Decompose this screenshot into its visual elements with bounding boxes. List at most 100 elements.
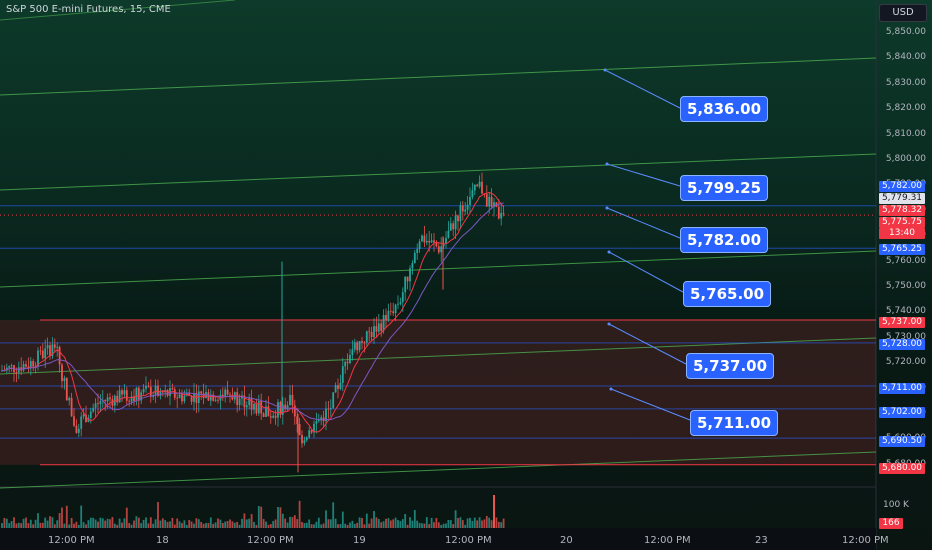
volume-bar xyxy=(361,518,363,528)
callout-5711[interactable]: 5,711.00 xyxy=(690,410,779,436)
volume-bar xyxy=(63,523,66,528)
candle-body xyxy=(63,377,66,382)
volume-bar xyxy=(365,513,368,528)
candle-body xyxy=(46,345,49,349)
volume-bar xyxy=(193,523,195,528)
volume-bar xyxy=(10,521,13,528)
volume-bar xyxy=(1,523,3,528)
volume-bar xyxy=(291,517,294,528)
price-tag-high: 5,779.31 xyxy=(879,193,925,204)
volume-bar xyxy=(166,521,169,528)
volume-bar xyxy=(363,524,366,528)
volume-bar xyxy=(123,518,126,528)
candle-body xyxy=(361,340,363,343)
candle-body xyxy=(392,311,395,314)
candle-body xyxy=(373,326,375,337)
volume-bar xyxy=(502,518,505,528)
candle-body xyxy=(39,350,42,352)
candle-body xyxy=(193,392,195,402)
volume-bar xyxy=(157,502,159,528)
callout-5765[interactable]: 5,765.00 xyxy=(683,281,772,307)
volume-bar xyxy=(20,523,23,528)
volume-bar xyxy=(401,519,404,528)
volume-bar xyxy=(310,524,313,528)
volume-bar xyxy=(97,521,99,528)
volume-bar xyxy=(161,518,164,528)
candle-body xyxy=(368,331,371,333)
candle-body xyxy=(197,391,200,403)
volume-bar xyxy=(454,510,457,528)
candle-body xyxy=(142,388,145,393)
candle-body xyxy=(49,345,51,357)
callout-connector xyxy=(610,388,691,421)
candle-body xyxy=(430,240,433,243)
moving-average-line xyxy=(2,202,504,421)
candle-body xyxy=(411,263,414,269)
candle-body xyxy=(61,364,63,382)
candle-body xyxy=(87,417,90,422)
candle-body xyxy=(109,397,111,400)
volume-bar xyxy=(404,514,407,528)
candle-body xyxy=(428,240,431,243)
volume-bar xyxy=(478,517,481,528)
volume-bar xyxy=(125,507,128,528)
candle-body xyxy=(401,292,404,303)
volume-axis-label: 100 K xyxy=(883,500,909,510)
candle-body xyxy=(89,411,92,418)
candle-body xyxy=(157,385,159,396)
volume-bar xyxy=(380,522,383,528)
candle-body xyxy=(478,181,481,187)
volume-bar xyxy=(423,523,426,528)
candle-body xyxy=(329,408,332,410)
candle-body xyxy=(125,390,128,401)
callout-5782[interactable]: 5,782.00 xyxy=(680,227,769,253)
volume-bar xyxy=(277,506,279,528)
callout-5737[interactable]: 5,737.00 xyxy=(686,353,775,379)
symbol-title[interactable]: S&P 500 E-mini Futures, 15, CME xyxy=(6,4,171,15)
candle-body xyxy=(490,196,493,207)
candle-body xyxy=(70,397,73,417)
candle-body xyxy=(37,350,39,367)
volume-bar xyxy=(137,517,140,528)
candle-body xyxy=(183,395,186,402)
volume-bar xyxy=(250,514,253,528)
candle-body xyxy=(399,302,402,304)
callout-5799[interactable]: 5,799.25 xyxy=(680,175,769,201)
currency-button[interactable]: USD xyxy=(879,4,927,22)
volume-bar xyxy=(118,518,121,528)
volume-bar xyxy=(106,518,109,528)
candle-body xyxy=(461,205,464,212)
callout-5836[interactable]: 5,836.00 xyxy=(680,96,769,122)
volume-bar xyxy=(109,519,111,528)
volume-bar xyxy=(195,518,198,528)
volume-bar xyxy=(169,521,171,528)
candle-body xyxy=(195,392,198,403)
volume-bar xyxy=(49,516,51,528)
time-label: 18 xyxy=(156,535,169,546)
candle-body xyxy=(214,399,217,401)
candle-body xyxy=(303,440,306,444)
price-tag-last: 5,778.32 xyxy=(879,205,925,216)
candle-body xyxy=(404,276,407,293)
callout-connector xyxy=(606,207,681,239)
volume-bar xyxy=(473,517,476,528)
candle-body xyxy=(286,405,289,410)
price-axis-label: 5,820.00 xyxy=(885,103,926,114)
price-axis-label: 5,740.00 xyxy=(885,306,926,317)
candle-body xyxy=(334,385,337,393)
volume-bar xyxy=(418,522,421,528)
volume-bar xyxy=(133,520,135,528)
volume-bar xyxy=(29,519,32,528)
callout-connector xyxy=(608,323,687,365)
volume-bar xyxy=(464,524,467,528)
callout-anchor xyxy=(607,250,611,254)
candle-body xyxy=(502,212,505,214)
candle-body xyxy=(325,408,327,422)
candle-body xyxy=(85,414,87,422)
candle-body xyxy=(457,215,459,222)
volume-bar xyxy=(483,519,486,528)
candle-body xyxy=(284,404,287,410)
volume-bar xyxy=(111,517,114,528)
